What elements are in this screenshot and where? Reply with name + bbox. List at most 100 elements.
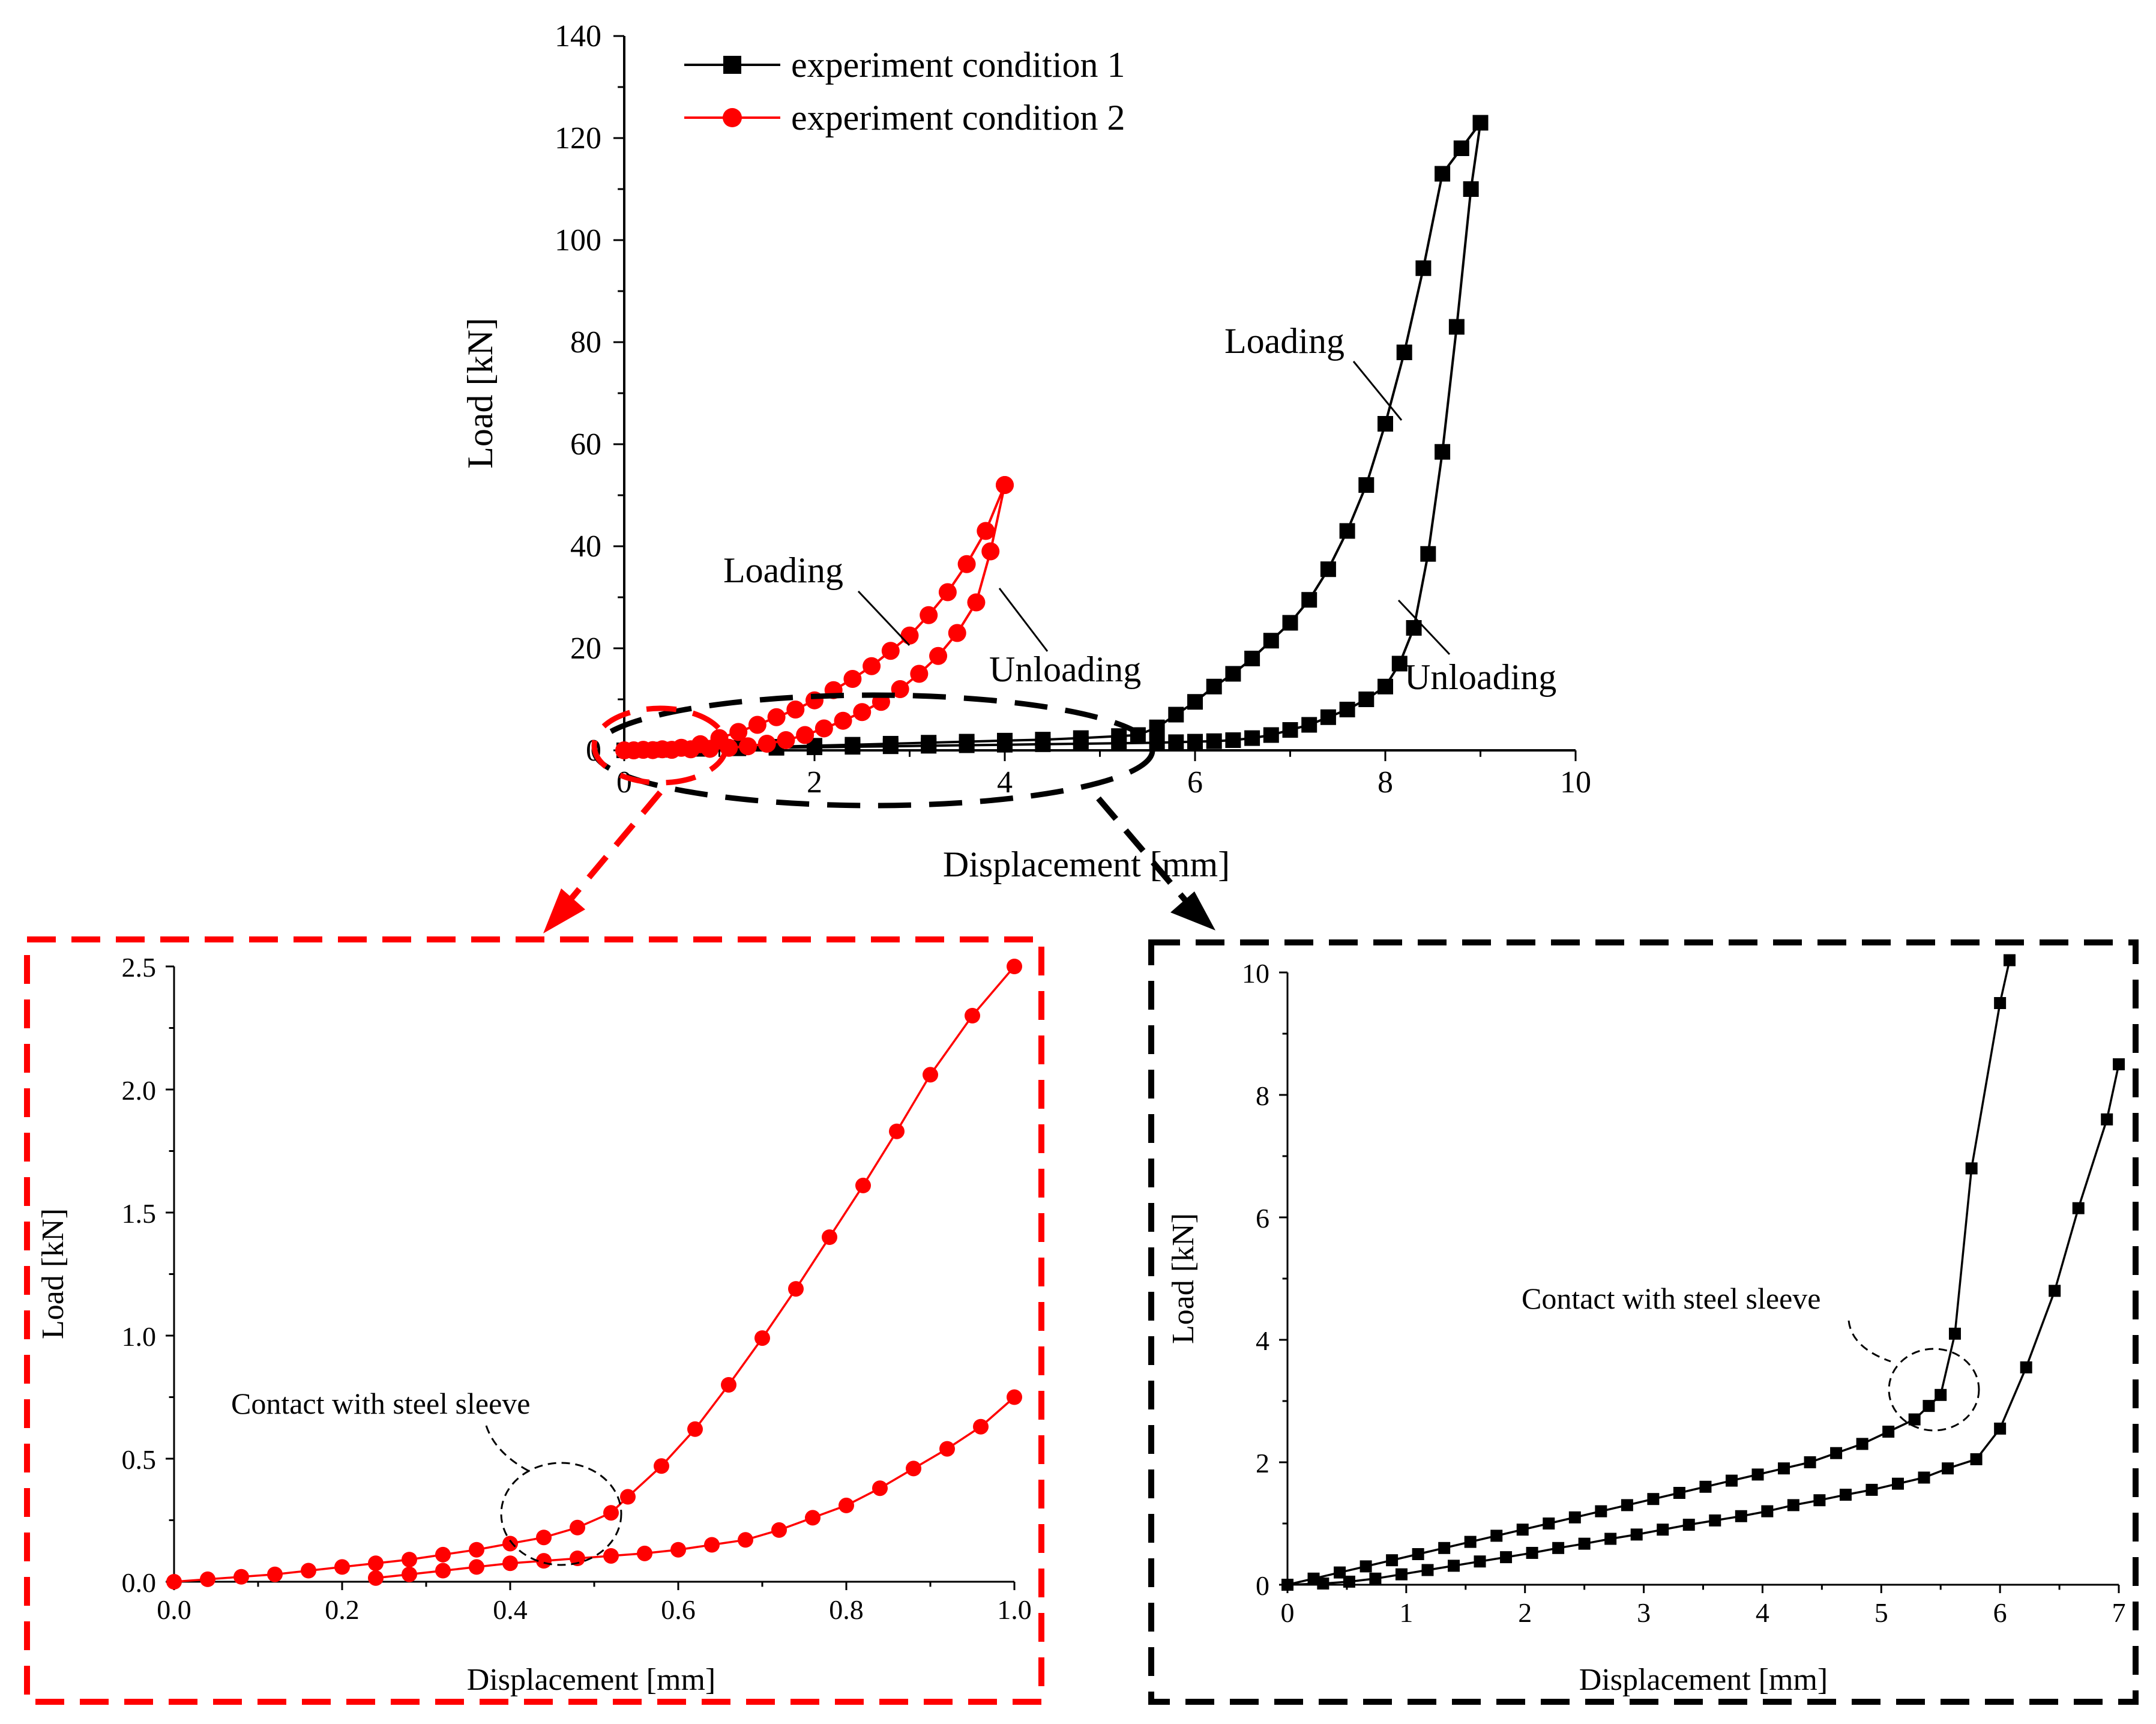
data-point xyxy=(502,1555,518,1572)
y-tick-label: 1.5 xyxy=(122,1198,157,1229)
data-point xyxy=(1856,1438,1868,1450)
data-point xyxy=(1168,734,1184,750)
data-point xyxy=(1552,1542,1565,1554)
zoom-arrow-black-shaft xyxy=(1096,796,1188,903)
legend-label-1: experiment condition 1 xyxy=(791,45,1125,85)
data-point xyxy=(402,1566,417,1582)
data-point xyxy=(929,646,948,665)
x-tick-label: 8 xyxy=(1378,765,1393,800)
data-point xyxy=(1317,1577,1329,1590)
data-point xyxy=(603,1548,619,1564)
data-point xyxy=(1474,1555,1486,1568)
y-tick-label: 2.5 xyxy=(122,952,157,983)
data-point xyxy=(469,1559,484,1575)
data-point xyxy=(2072,1202,2085,1214)
x-tick-label: 5 xyxy=(1874,1597,1888,1628)
data-point xyxy=(1007,1389,1022,1405)
y-tick-label: 10 xyxy=(1242,958,1269,989)
data-point xyxy=(1464,1536,1477,1548)
data-point xyxy=(368,1570,384,1586)
data-point xyxy=(1263,727,1279,743)
data-point xyxy=(1918,1471,1930,1484)
x-tick-label: 1.0 xyxy=(997,1594,1032,1625)
data-point xyxy=(882,738,899,755)
data-point xyxy=(637,1545,652,1561)
y-tick-label: 60 xyxy=(570,427,601,462)
data-point xyxy=(570,1519,585,1536)
annotation-unloading-2: Unloading xyxy=(989,650,1141,689)
x-tick-label: 1 xyxy=(1399,1597,1413,1628)
data-point xyxy=(959,737,975,753)
data-point xyxy=(1378,416,1393,432)
data-point xyxy=(822,1229,837,1245)
data-point xyxy=(1735,1510,1747,1522)
data-point xyxy=(738,1532,753,1548)
data-point xyxy=(620,1489,636,1505)
data-point xyxy=(845,739,861,755)
data-point xyxy=(1421,1564,1434,1576)
data-point xyxy=(1339,702,1355,717)
data-point xyxy=(1948,1327,1961,1340)
data-point xyxy=(687,1421,703,1437)
data-point xyxy=(834,711,852,730)
x-tick-label: 6 xyxy=(1993,1597,2007,1628)
data-point xyxy=(663,741,681,759)
data-point xyxy=(681,740,700,759)
data-point xyxy=(1360,1560,1372,1573)
data-point xyxy=(1543,1518,1555,1530)
black-y-label: Load [kN] xyxy=(1166,1213,1200,1344)
data-point xyxy=(1281,1579,1293,1591)
data-point xyxy=(1358,692,1375,707)
data-point xyxy=(757,734,776,753)
red-y-label: Load [kN] xyxy=(36,1208,70,1339)
zoom-panel-black: 0 1 2 3 4 5 6 7 0 2 4 6 8 10 Displacement [mm] Load [… xyxy=(1148,939,2139,1705)
zoom-arrow-red-head xyxy=(543,888,585,933)
data-point xyxy=(967,593,986,612)
black-annotation-contact: Contact with steel sleeve xyxy=(1522,1282,1820,1315)
zoom-arrow-black-head xyxy=(1170,891,1215,930)
zoom-ellipse-red xyxy=(591,705,729,786)
data-point xyxy=(1412,1548,1424,1560)
data-point xyxy=(777,731,795,749)
data-point xyxy=(997,737,1013,753)
data-point xyxy=(334,1559,350,1575)
data-point xyxy=(1942,1462,1954,1475)
data-point xyxy=(1206,678,1222,695)
data-point xyxy=(1244,730,1260,746)
annotation-leader-loading-1 xyxy=(1352,361,1403,421)
data-point xyxy=(2113,1058,2125,1070)
data-point xyxy=(891,680,909,698)
data-point xyxy=(1813,1494,1826,1507)
data-point xyxy=(796,726,815,744)
annotation-leader-unloading-1 xyxy=(1397,599,1451,656)
data-point xyxy=(1435,444,1451,460)
y-tick-label: 2.0 xyxy=(122,1075,157,1106)
zoom-frame-black xyxy=(1148,939,2139,1705)
data-point xyxy=(872,1480,888,1496)
data-point xyxy=(889,1123,905,1139)
data-point xyxy=(1908,1413,1921,1426)
data-point xyxy=(1334,1566,1346,1579)
y-tick-label: 8 xyxy=(1256,1081,1269,1111)
data-point xyxy=(906,1460,921,1477)
data-point xyxy=(853,703,872,722)
data-point xyxy=(965,1008,980,1023)
data-point xyxy=(729,723,748,741)
data-point xyxy=(1073,735,1089,752)
annotation-loading-1: Loading xyxy=(1224,321,1344,361)
data-point xyxy=(1168,707,1184,723)
data-point xyxy=(1320,709,1336,725)
annotation-unloading-1: Unloading xyxy=(1405,657,1556,697)
data-point xyxy=(1725,1474,1738,1487)
x-tick-label: 10 xyxy=(1560,765,1591,800)
data-point xyxy=(977,522,995,540)
data-point xyxy=(1343,1575,1355,1588)
data-point xyxy=(1301,717,1317,733)
data-point xyxy=(1378,678,1393,695)
data-point xyxy=(1839,1489,1852,1501)
data-point xyxy=(1630,1528,1643,1541)
data-point xyxy=(1709,1514,1721,1527)
data-point xyxy=(839,1497,854,1513)
data-point xyxy=(739,737,757,756)
data-point xyxy=(1699,1480,1712,1493)
